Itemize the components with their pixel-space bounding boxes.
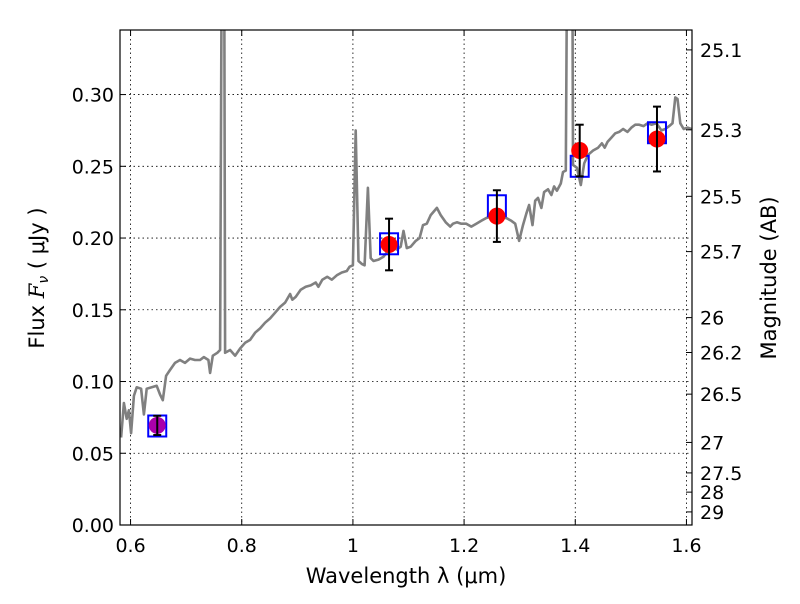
x-tick-label: 1.4	[560, 535, 590, 557]
y2-tick-label: 25.5	[700, 186, 742, 208]
y-axis-label: Flux Fν ( μJy )	[25, 207, 52, 348]
y2-axis-label: Magnitude (AB)	[757, 196, 781, 359]
y-tick-label: 0.30	[72, 85, 114, 107]
y2-tick-label: 25.1	[700, 40, 742, 62]
y-tick-label: 0.15	[72, 300, 114, 322]
y-axis-label-symbol: F	[25, 282, 49, 299]
observed-points	[148, 105, 666, 437]
y2-tick-label: 28	[700, 482, 724, 504]
y2-tick-label: 26.2	[700, 343, 742, 365]
y-tick-label: 0.25	[72, 156, 114, 178]
y-tick-label: 0.10	[72, 372, 114, 394]
y-axis-label-prefix: Flux	[25, 298, 49, 348]
y-axis-label-suffix: ( μJy )	[25, 207, 49, 275]
x-tick-label: 1.6	[671, 535, 701, 557]
y2-tick-label: 27	[700, 432, 724, 454]
y2-tick-label: 25.3	[700, 120, 742, 142]
y2-tick-label: 26	[700, 308, 724, 330]
x-tick-label: 1.2	[449, 535, 479, 557]
y2-tick-label: 26.5	[700, 384, 742, 406]
x-tick-label: 1	[347, 535, 359, 557]
plot-frame	[119, 29, 693, 526]
x-axis-label: Wavelength λ (μm)	[306, 564, 507, 588]
x-tick-label: 0.8	[227, 535, 257, 557]
y2-tick-label: 27.5	[700, 463, 742, 485]
axis-ticks: 0.6 0.8 1 1.2 1.4 1.6 0.00 0.05 0.10 0.15 0.20 0.25…	[72, 30, 742, 557]
y-tick-label: 0.20	[72, 228, 114, 250]
y2-tick-label: 25.7	[700, 242, 742, 264]
y-tick-label: 0.00	[72, 515, 114, 537]
y2-tick-label: 29	[700, 502, 724, 524]
x-tick-label: 0.6	[115, 535, 145, 557]
y-tick-label: 0.05	[72, 443, 114, 465]
y-axis-label-sub: ν	[36, 276, 52, 284]
grid	[120, 30, 692, 525]
spectrum-line	[120, 30, 692, 438]
spectrum-series	[120, 30, 692, 438]
